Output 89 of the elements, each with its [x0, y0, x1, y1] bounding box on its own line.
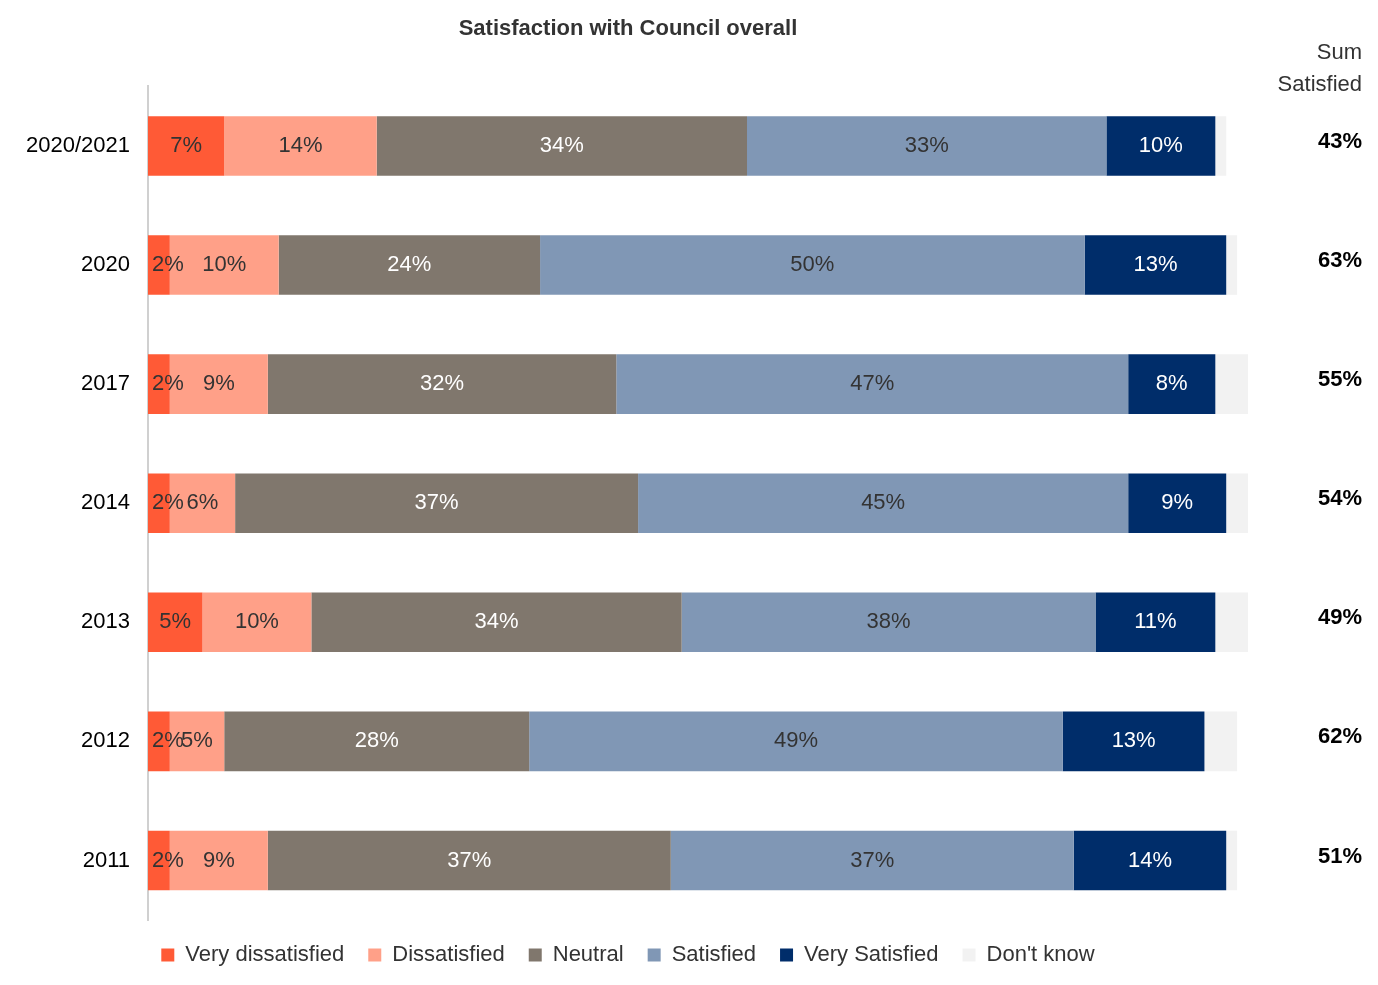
data-label: 9% — [202, 370, 235, 396]
bar — [1204, 711, 1238, 772]
chart-title: Satisfaction with Council overall — [458, 15, 798, 41]
bar — [278, 235, 541, 295]
bar — [1128, 354, 1216, 414]
y-tick-label: 2020/2021 — [26, 132, 130, 158]
data-label: 38% — [866, 608, 911, 634]
data-label: 2% — [152, 251, 184, 277]
data-label: 10% — [202, 251, 247, 277]
bar — [1073, 830, 1227, 891]
y-tick-label: 2011 — [82, 846, 130, 872]
data-label: 14% — [1127, 846, 1172, 872]
bar — [1128, 473, 1227, 533]
data-label: 45% — [861, 489, 906, 515]
text: 62% — [1317, 723, 1362, 749]
text: 55% — [1317, 366, 1362, 392]
bar — [1226, 473, 1248, 533]
data-label: 10% — [1138, 132, 1183, 158]
y-tick-label: 2014 — [81, 489, 130, 515]
data-label: 2% — [152, 489, 184, 515]
data-label: 13% — [1133, 251, 1178, 277]
data-label: 24% — [387, 251, 432, 277]
data-label: 11% — [1134, 608, 1177, 634]
text: 49% — [1317, 604, 1362, 630]
data-label: 6% — [186, 489, 219, 515]
legend-label: Don't know — [986, 941, 1095, 967]
data-label: 37% — [447, 846, 492, 872]
text: 43% — [1317, 128, 1362, 154]
legend-label: Dissatisfied — [392, 941, 505, 967]
bar — [1095, 592, 1216, 653]
data-label: 47% — [850, 370, 895, 396]
legend-label: Neutral — [552, 941, 624, 967]
data-label: 2% — [152, 846, 184, 872]
data-label: 2% — [152, 370, 184, 396]
y-tick-label: 2017 — [81, 370, 130, 396]
bar — [235, 473, 639, 533]
bar — [670, 830, 1074, 891]
data-label: 37% — [414, 489, 459, 515]
bar — [681, 592, 1096, 653]
data-label: 33% — [904, 132, 949, 158]
bar — [1215, 354, 1248, 414]
text: 63% — [1317, 247, 1362, 273]
data-label: 9% — [1161, 489, 1194, 515]
bar — [224, 711, 530, 772]
bar — [148, 592, 203, 653]
legend-label: Satisfied — [671, 941, 757, 967]
data-label: 37% — [850, 846, 895, 872]
bar — [540, 235, 1085, 295]
data-label: 13% — [1111, 727, 1156, 753]
bar — [376, 116, 748, 176]
bar — [1062, 711, 1205, 772]
data-label: 9% — [202, 846, 235, 872]
bar — [1215, 116, 1227, 176]
data-label: 28% — [354, 727, 399, 753]
bar — [1226, 235, 1238, 295]
bar — [1084, 235, 1227, 295]
data-label: 34% — [474, 608, 519, 634]
bar — [616, 354, 1129, 414]
data-label: 7% — [170, 132, 203, 158]
bar — [202, 592, 312, 653]
legend-label: Very dissatisfied — [185, 941, 345, 967]
y-tick-label: 2020 — [81, 251, 130, 277]
bar — [747, 116, 1107, 176]
bar — [638, 473, 1129, 533]
data-label: 2% — [152, 727, 184, 753]
bar — [529, 711, 1063, 772]
bar — [1226, 830, 1238, 891]
data-label: 50% — [790, 251, 835, 277]
bar — [1215, 592, 1248, 653]
data-label: 14% — [278, 132, 323, 158]
data-label: 8% — [1155, 370, 1188, 396]
bar — [224, 116, 377, 176]
bar — [148, 116, 225, 176]
legend-label: Very Satisfied — [804, 941, 939, 967]
bar — [311, 592, 682, 653]
bar — [1106, 116, 1216, 176]
data-label: 49% — [773, 727, 819, 753]
text: 51% — [1317, 842, 1362, 868]
data-label: 32% — [420, 370, 465, 396]
text: 54% — [1317, 485, 1362, 511]
bar — [267, 354, 617, 414]
text: Sum Satisfied — [1277, 38, 1362, 96]
y-tick-label: 2013 — [81, 608, 130, 634]
data-label: 5% — [159, 608, 192, 634]
data-label: 10% — [234, 608, 279, 634]
bar — [267, 830, 671, 891]
data-label: 5% — [181, 727, 213, 753]
y-tick-label: 2012 — [81, 727, 130, 753]
data-label: 34% — [539, 132, 584, 158]
